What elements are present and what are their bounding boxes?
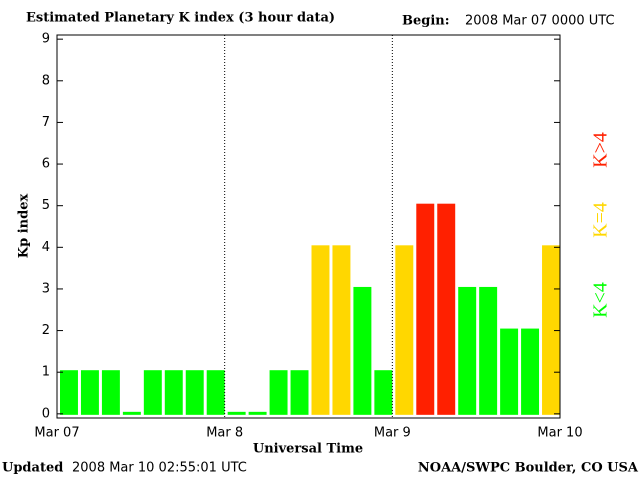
updated-label: Updated <box>2 461 63 476</box>
x-tick-label: Mar 8 <box>206 426 243 441</box>
bar <box>521 328 540 415</box>
x-tick-label: Mar 10 <box>537 426 582 441</box>
bar <box>164 370 183 415</box>
bar <box>101 370 120 415</box>
bar <box>60 370 78 415</box>
bar <box>185 370 204 415</box>
bar <box>290 370 309 415</box>
y-tick-label: 4 <box>42 240 50 255</box>
bar <box>395 245 414 415</box>
legend-entry: K>4 <box>590 132 612 168</box>
chart-title: Estimated Planetary K index (3 hour data… <box>26 11 335 26</box>
updated-date: 2008 Mar 10 02:55:01 UTC <box>72 461 247 476</box>
x-tick-label: Mar 07 <box>34 426 79 441</box>
y-tick-label: 6 <box>42 157 50 172</box>
bar <box>122 411 141 415</box>
y-tick-label: 7 <box>42 115 50 130</box>
x-axis-label: Universal Time <box>253 442 363 457</box>
begin-label: Begin: <box>402 14 450 29</box>
y-tick-label: 3 <box>42 281 50 296</box>
y-tick-label: 1 <box>42 365 50 380</box>
begin-date: 2008 Mar 07 0000 UTC <box>465 14 615 29</box>
x-tick-label: Mar 9 <box>374 426 411 441</box>
bar <box>416 203 435 415</box>
legend-entry: K=4 <box>590 202 612 238</box>
bar <box>311 245 330 415</box>
bar <box>500 328 519 415</box>
source: NOAA/SWPC Boulder, CO USA <box>418 461 639 476</box>
y-tick-label: 2 <box>42 323 50 338</box>
bar <box>227 411 246 415</box>
bar <box>332 245 351 415</box>
bar <box>437 203 456 415</box>
y-tick-label: 8 <box>42 73 50 88</box>
plot-frame <box>56 34 561 419</box>
bar <box>479 286 498 415</box>
bar <box>206 370 225 415</box>
y-axis-label: Kp index <box>17 194 32 259</box>
y-tick-label: 9 <box>42 32 50 47</box>
bar <box>248 411 267 415</box>
legend-entry: K<4 <box>590 282 612 318</box>
bar <box>353 286 372 415</box>
bar <box>269 370 288 415</box>
bar <box>80 370 99 415</box>
plot <box>60 203 561 415</box>
y-tick-label: 5 <box>42 198 50 213</box>
bar <box>143 370 162 415</box>
y-tick-label: 0 <box>42 406 50 421</box>
bar <box>374 370 393 415</box>
bar <box>458 286 477 415</box>
